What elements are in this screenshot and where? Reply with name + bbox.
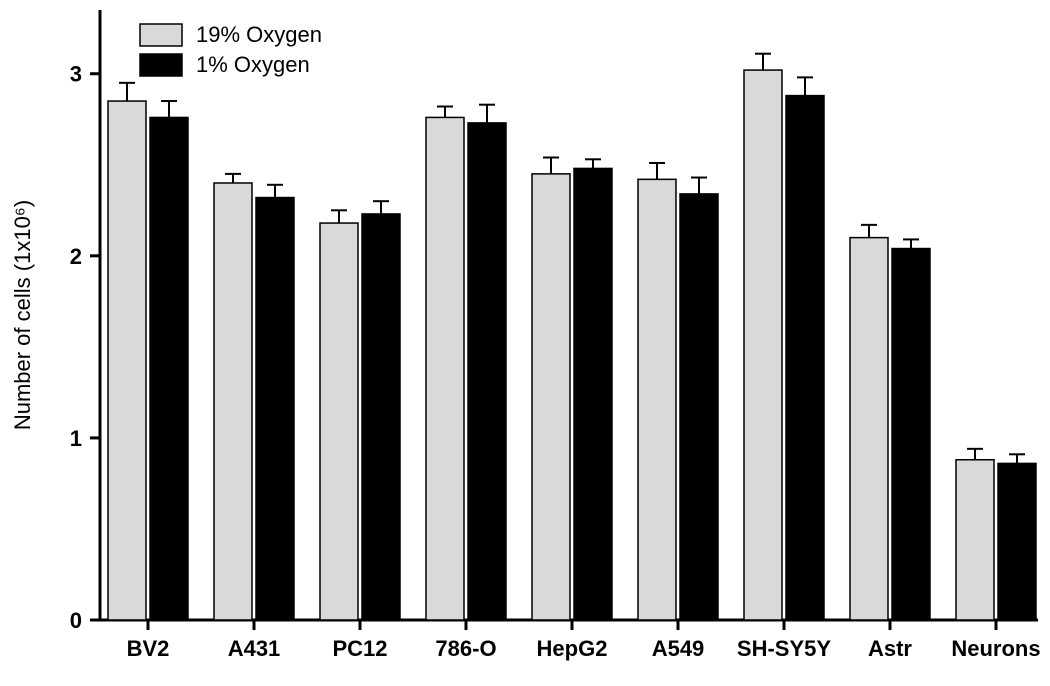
bar-series1 (956, 460, 994, 620)
category-label: SH-SY5Y (737, 636, 831, 661)
bar-series1 (532, 174, 570, 620)
bar-series1 (744, 70, 782, 620)
bar-series2 (150, 117, 188, 620)
category-label: 786-O (435, 636, 496, 661)
bar-series2 (256, 198, 294, 620)
category-label: A431 (228, 636, 281, 661)
legend-swatch (140, 54, 182, 76)
legend-swatch (140, 24, 182, 46)
bar-series2 (680, 194, 718, 620)
category-label: BV2 (127, 636, 170, 661)
bar-series2 (892, 249, 930, 620)
bar-series2 (574, 168, 612, 620)
chart-container: 0 1 2 3 Number of cells (1x10⁶) BV2 A431 PC12 78… (0, 0, 1050, 686)
bar-series1 (108, 101, 146, 620)
category-label: PC12 (332, 636, 387, 661)
legend-label: 19% Oxygen (196, 22, 322, 47)
bar-series1 (638, 179, 676, 620)
y-tick-label: 0 (70, 608, 82, 633)
bar-series2 (998, 463, 1036, 620)
category-label: HepG2 (537, 636, 608, 661)
category-label: Neurons (951, 636, 1040, 661)
y-tick-label: 2 (70, 244, 82, 269)
bar-series2 (362, 214, 400, 620)
bar-series2 (786, 96, 824, 620)
category-label: Astr (868, 636, 912, 661)
bar-series2 (468, 123, 506, 620)
bar-series1 (426, 117, 464, 620)
y-axis-label: Number of cells (1x10⁶) (10, 200, 35, 430)
bar-series1 (214, 183, 252, 620)
chart-svg: 0 1 2 3 Number of cells (1x10⁶) BV2 A431 PC12 78… (0, 0, 1050, 686)
bar-series1 (850, 238, 888, 620)
y-tick-label: 1 (70, 426, 82, 451)
legend-label: 1% Oxygen (196, 52, 310, 77)
y-tick-label: 3 (70, 62, 82, 87)
category-label: A549 (652, 636, 705, 661)
bar-series1 (320, 223, 358, 620)
